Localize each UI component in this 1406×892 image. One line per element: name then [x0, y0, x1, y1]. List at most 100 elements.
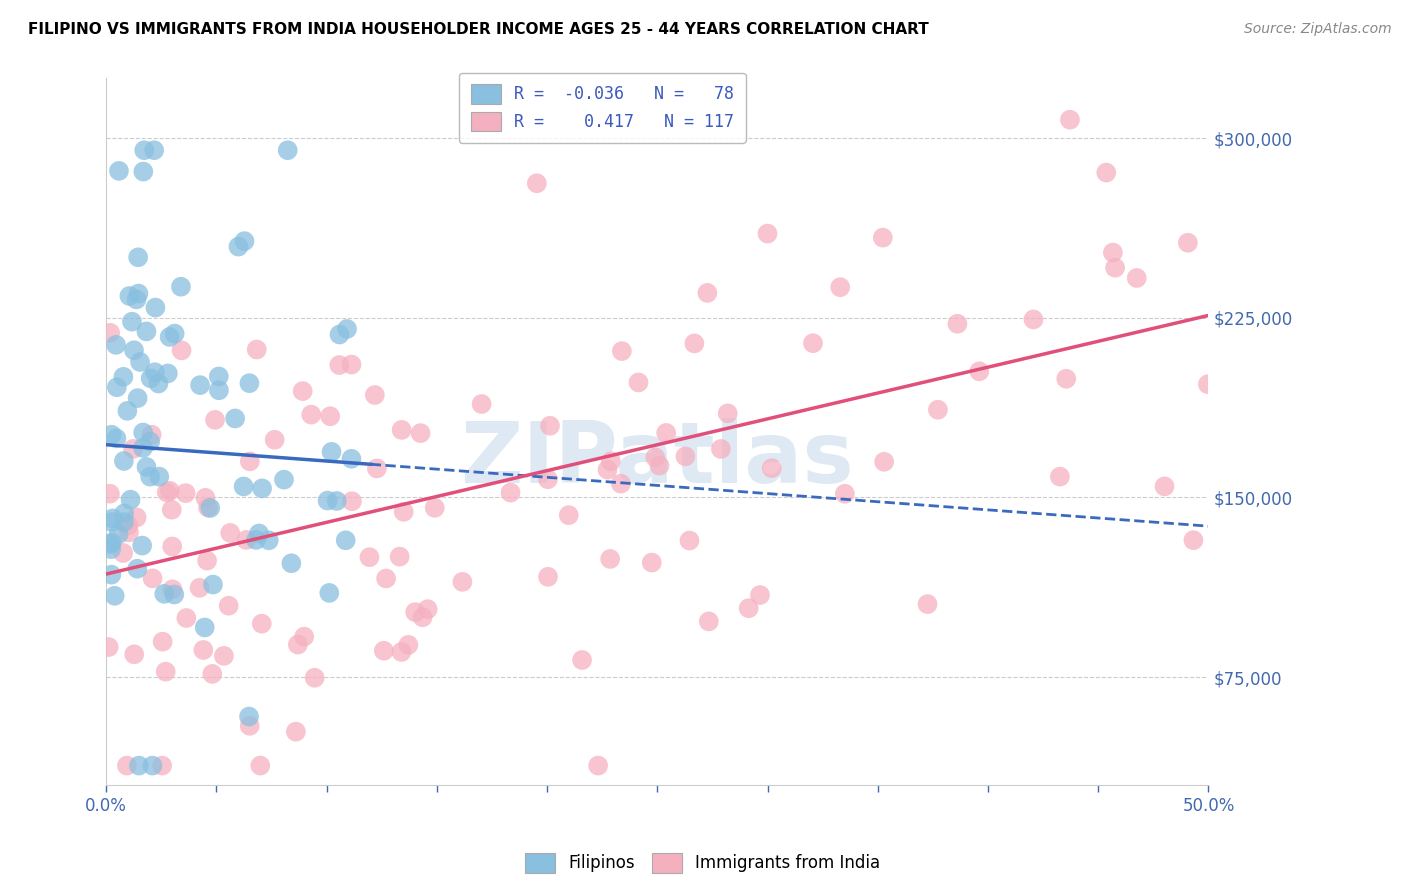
- Point: [135, 459, 157, 474]
- Point: [152, 634, 174, 648]
- Point: [249, 758, 271, 772]
- Point: [1125, 271, 1147, 285]
- Point: [917, 597, 939, 611]
- Point: [112, 515, 135, 529]
- Point: [610, 476, 633, 491]
- Point: [122, 442, 145, 456]
- Point: [326, 494, 349, 508]
- Point: [499, 485, 522, 500]
- Point: [391, 423, 413, 437]
- Point: [118, 525, 141, 540]
- Point: [969, 364, 991, 378]
- Point: [872, 230, 894, 244]
- Point: [537, 472, 560, 486]
- Point: [127, 391, 149, 405]
- Point: [749, 588, 772, 602]
- Point: [600, 454, 623, 468]
- Point: [188, 581, 211, 595]
- Point: [238, 709, 260, 723]
- Point: [200, 500, 222, 515]
- Point: [596, 463, 619, 477]
- Point: [451, 574, 474, 589]
- Point: [148, 376, 170, 391]
- Point: [139, 469, 162, 483]
- Point: [139, 434, 162, 449]
- Point: [132, 164, 155, 178]
- Point: [141, 427, 163, 442]
- Point: [101, 511, 124, 525]
- Point: [122, 648, 145, 662]
- Point: [761, 461, 783, 475]
- Point: [170, 279, 193, 293]
- Point: [228, 239, 250, 253]
- Point: [263, 433, 285, 447]
- Point: [135, 325, 157, 339]
- Point: [108, 164, 131, 178]
- Point: [1177, 235, 1199, 250]
- Point: [627, 376, 650, 390]
- Point: [176, 611, 198, 625]
- Point: [155, 665, 177, 679]
- Point: [232, 479, 254, 493]
- Point: [641, 556, 664, 570]
- Point: [197, 500, 219, 515]
- Point: [235, 533, 257, 547]
- Point: [644, 450, 666, 465]
- Point: [100, 542, 122, 557]
- Point: [375, 572, 398, 586]
- Point: [304, 671, 326, 685]
- Point: [1197, 377, 1219, 392]
- Point: [364, 388, 387, 402]
- Point: [150, 758, 173, 772]
- Point: [195, 553, 218, 567]
- Point: [391, 645, 413, 659]
- Point: [340, 451, 363, 466]
- Point: [204, 413, 226, 427]
- Point: [1054, 372, 1077, 386]
- Point: [340, 494, 363, 508]
- Point: [246, 343, 269, 357]
- Point: [160, 540, 183, 554]
- Point: [257, 533, 280, 548]
- Point: [193, 643, 215, 657]
- Point: [218, 599, 240, 613]
- Point: [335, 533, 357, 548]
- Point: [675, 450, 697, 464]
- Point: [118, 289, 141, 303]
- Point: [1095, 165, 1118, 179]
- Point: [162, 582, 184, 597]
- Point: [927, 402, 949, 417]
- Point: [717, 406, 740, 420]
- Point: [737, 601, 759, 615]
- Point: [247, 526, 270, 541]
- Point: [710, 442, 733, 456]
- Point: [156, 367, 179, 381]
- Point: [340, 358, 363, 372]
- Point: [830, 280, 852, 294]
- Point: [128, 286, 150, 301]
- Point: [105, 431, 128, 445]
- Point: [224, 411, 246, 425]
- Point: [97, 640, 120, 654]
- Point: [101, 515, 124, 529]
- Point: [194, 491, 217, 505]
- Point: [145, 301, 167, 315]
- Point: [163, 587, 186, 601]
- Point: [537, 570, 560, 584]
- Point: [125, 510, 148, 524]
- Point: [112, 369, 135, 384]
- Point: [287, 638, 309, 652]
- Point: [801, 336, 824, 351]
- Point: [107, 527, 129, 541]
- Point: [148, 469, 170, 483]
- Point: [471, 397, 494, 411]
- Point: [208, 384, 231, 398]
- Point: [292, 630, 315, 644]
- Point: [100, 427, 122, 442]
- Point: [153, 587, 176, 601]
- Point: [373, 644, 395, 658]
- Point: [423, 500, 446, 515]
- Point: [139, 371, 162, 385]
- Point: [120, 492, 142, 507]
- Point: [125, 293, 148, 307]
